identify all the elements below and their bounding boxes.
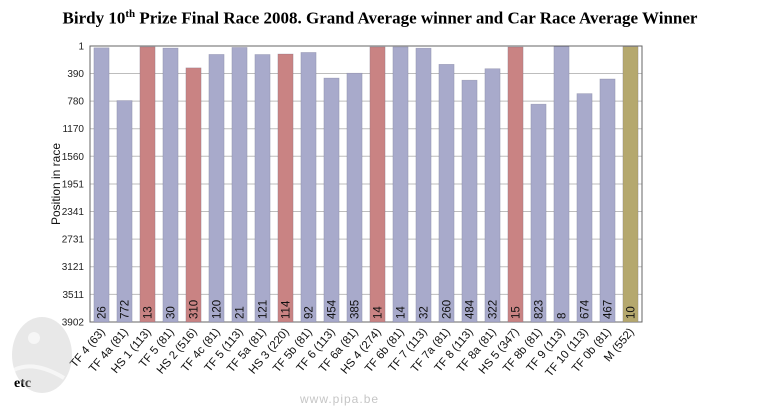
data-label: 26 [97, 306, 109, 319]
data-label: 92 [304, 306, 316, 319]
y-tick-label: 2341 [62, 207, 85, 218]
data-label: 260 [442, 300, 454, 319]
label-layer: 1 390 780 1170 1560 1951 2341 2731 3121 3511 3902 P… [49, 42, 638, 380]
grid-layer [89, 45, 643, 323]
bar [576, 93, 593, 323]
data-label: 310 [189, 300, 201, 319]
bar [599, 78, 616, 323]
y-tick-label: 1560 [62, 152, 85, 163]
plot-frame [89, 45, 643, 323]
y-tick-label: 780 [67, 97, 84, 108]
bar [116, 100, 133, 323]
bar [392, 46, 409, 323]
bar-layer [93, 46, 639, 323]
bar [231, 47, 248, 323]
data-label: 14 [373, 306, 385, 319]
data-label: 8 [557, 313, 569, 319]
bar [415, 47, 432, 323]
data-label: 114 [281, 300, 293, 319]
data-label: 322 [488, 300, 500, 319]
y-tick-label: 1 [78, 42, 84, 53]
data-label: 30 [166, 306, 178, 319]
title-superscript: th [125, 8, 136, 20]
data-label: 14 [396, 306, 408, 319]
data-label: 772 [120, 300, 132, 319]
bar [530, 103, 547, 323]
bar [369, 46, 386, 323]
bar [323, 77, 340, 323]
y-axis-label: Position in race [49, 143, 63, 225]
y-tick-label: 1170 [62, 124, 84, 135]
data-label: 21 [235, 306, 247, 319]
title-main: Birdy 10 [62, 8, 126, 28]
title-rest: Prize Final Race 2008. Grand Average win… [135, 8, 698, 28]
data-label: 484 [465, 299, 477, 319]
data-label: 454 [327, 299, 339, 319]
data-label: 823 [534, 300, 546, 319]
bar [300, 52, 317, 323]
y-tick-label: 1951 [62, 179, 85, 190]
y-tick-label: 390 [67, 69, 84, 80]
footer-note: etc [14, 376, 32, 391]
chart-title: Birdy 10th Prize Final Race 2008. Grand … [0, 8, 760, 29]
bar [277, 53, 294, 323]
data-label: 120 [212, 300, 224, 319]
bar [346, 72, 363, 323]
bar [185, 67, 202, 323]
data-label: 385 [350, 300, 362, 319]
y-tick-label: 2731 [62, 235, 85, 246]
bar [484, 68, 501, 323]
data-label: 15 [511, 306, 523, 319]
bar [461, 79, 478, 323]
bar [208, 54, 225, 323]
bar [507, 46, 524, 323]
data-label: 674 [580, 299, 592, 319]
data-label: 467 [603, 300, 615, 319]
bar [254, 54, 271, 323]
y-tick-label: 3121 [62, 262, 85, 273]
bar [622, 46, 639, 323]
data-label: 10 [626, 306, 638, 319]
bar [139, 46, 156, 323]
data-label: 121 [258, 300, 270, 319]
bar [93, 47, 110, 323]
y-tick-label: 3511 [62, 290, 84, 301]
y-tick-label: 3902 [62, 318, 85, 329]
bar [553, 46, 570, 323]
bar [162, 47, 179, 323]
bar [438, 64, 455, 323]
data-label: 13 [143, 306, 155, 319]
watermark-text: www.pipa.be [300, 392, 380, 406]
data-label: 32 [419, 306, 431, 319]
